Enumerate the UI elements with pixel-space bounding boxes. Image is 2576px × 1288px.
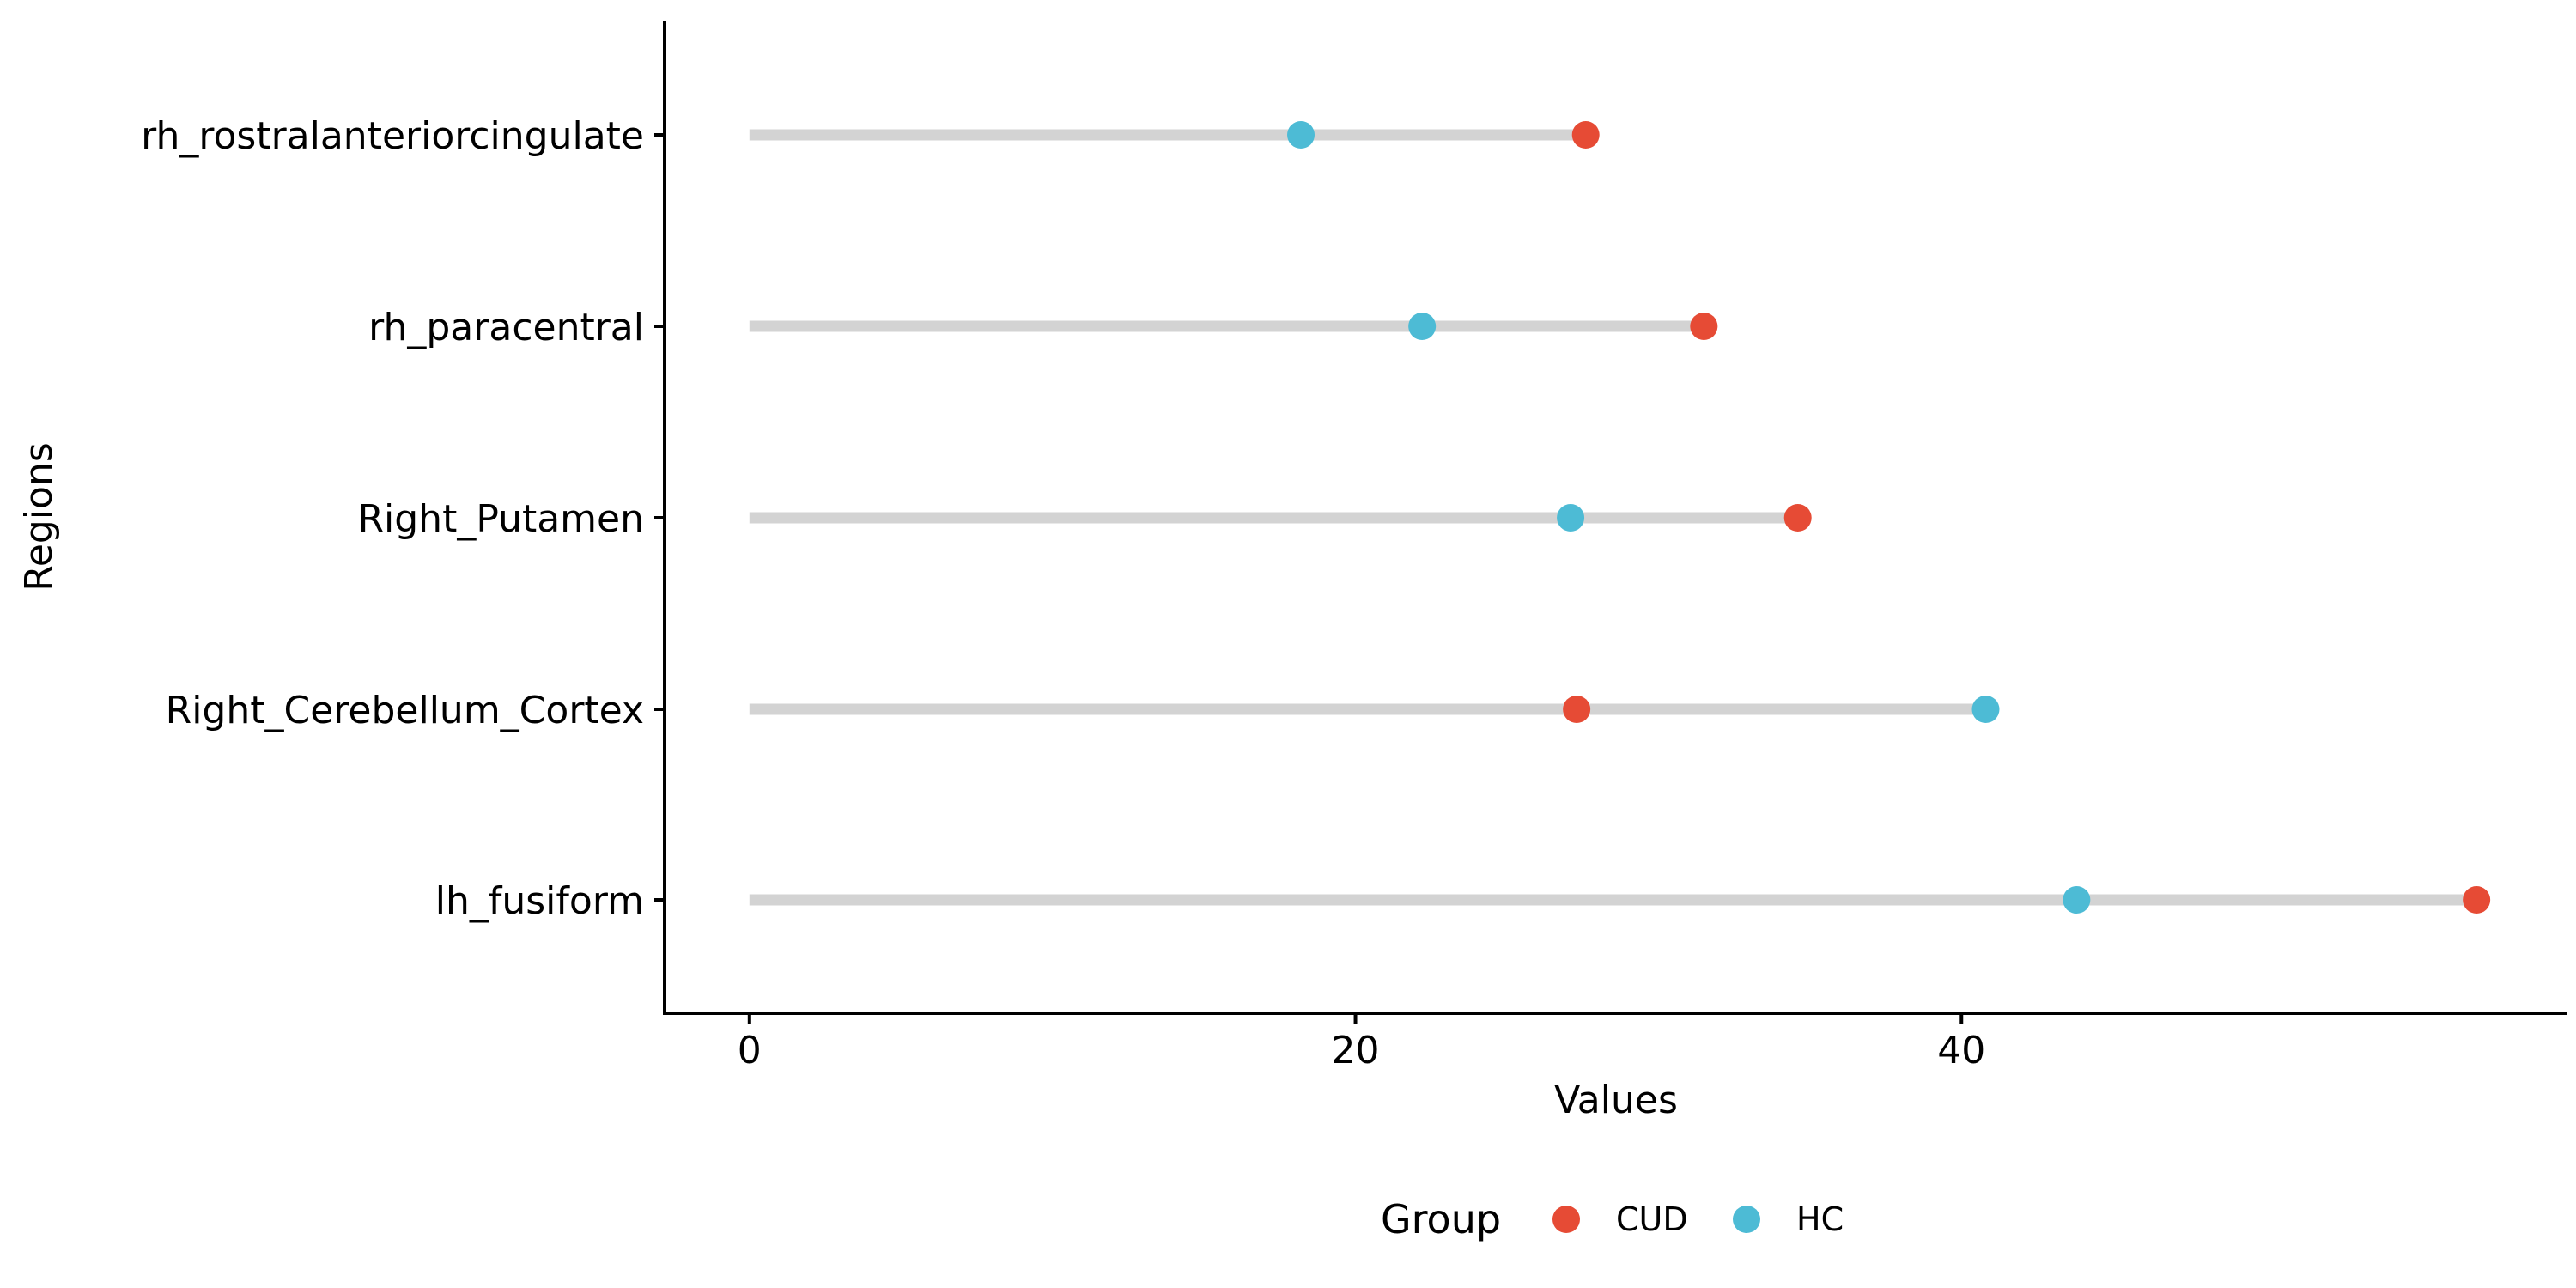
x-tick-label: 0: [738, 1029, 762, 1072]
legend-key-cud: [1552, 1206, 1580, 1233]
y-tick-label: rh_paracentral: [368, 306, 644, 349]
x-tick-label: 20: [1332, 1029, 1380, 1072]
point-cud: [1783, 504, 1812, 532]
x-tick-label: 40: [1937, 1029, 1985, 1072]
point-hc: [1971, 696, 2000, 723]
legend-title: Group: [1381, 1196, 1501, 1242]
point-hc: [1557, 504, 1585, 532]
y-tick-label: lh_fusiform: [435, 879, 644, 923]
legend-label-cud: CUD: [1616, 1200, 1688, 1238]
point-hc: [1408, 313, 1437, 340]
legend-key-hc: [1733, 1206, 1760, 1233]
points-layer: [1287, 121, 2491, 914]
y-tick-label: rh_rostralanteriorcingulate: [141, 114, 644, 158]
x-ticks: 0 20 40: [738, 1013, 1985, 1072]
y-tick-label: Right_Putamen: [357, 497, 644, 541]
y-ticks: rh_rostralanteriorcingulate rh_paracentra…: [141, 114, 665, 923]
point-cud: [2463, 886, 2491, 914]
point-cud: [1571, 121, 1600, 149]
point-cud: [1690, 313, 1718, 340]
point-hc: [2063, 886, 2091, 914]
x-axis-title: Values: [1554, 1078, 1678, 1122]
point-hc: [1287, 121, 1315, 149]
legend: Group CUD HC: [1381, 1196, 1844, 1242]
segments-layer: [749, 129, 2477, 906]
y-axis-title: Regions: [17, 442, 61, 592]
y-tick-label: Right_Cerebellum_Cortex: [166, 689, 644, 732]
legend-label-hc: HC: [1796, 1200, 1844, 1238]
point-cud: [1563, 696, 1591, 723]
